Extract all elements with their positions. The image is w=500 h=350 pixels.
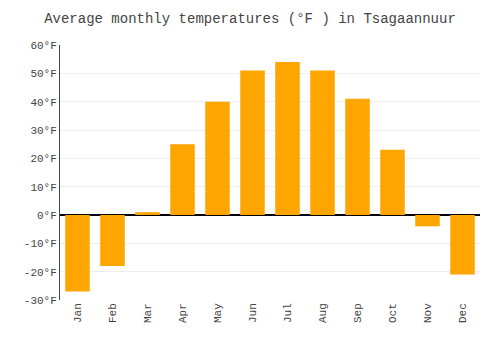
svg-text:40°F: 40°F bbox=[30, 97, 56, 109]
svg-text:May: May bbox=[212, 303, 224, 323]
svg-text:Dec: Dec bbox=[457, 303, 469, 323]
svg-text:-20°F: -20°F bbox=[24, 267, 57, 279]
svg-text:-10°F: -10°F bbox=[24, 238, 57, 250]
svg-text:Jan: Jan bbox=[72, 303, 84, 323]
svg-text:Feb: Feb bbox=[107, 303, 119, 323]
svg-text:Sep: Sep bbox=[352, 303, 364, 323]
svg-text:Aug: Aug bbox=[317, 303, 329, 323]
svg-text:60°F: 60°F bbox=[30, 40, 56, 52]
svg-text:0°F: 0°F bbox=[37, 210, 57, 222]
svg-text:50°F: 50°F bbox=[30, 68, 56, 80]
svg-text:Nov: Nov bbox=[422, 303, 434, 323]
svg-text:Jun: Jun bbox=[247, 303, 259, 323]
svg-text:Jul: Jul bbox=[282, 303, 294, 323]
svg-text:Average monthly temperatures (: Average monthly temperatures (°F ) in Ts… bbox=[44, 11, 456, 27]
svg-text:Oct: Oct bbox=[387, 303, 399, 323]
svg-text:10°F: 10°F bbox=[30, 182, 56, 194]
svg-text:-30°F: -30°F bbox=[24, 295, 57, 307]
svg-text:30°F: 30°F bbox=[30, 125, 56, 137]
svg-text:Apr: Apr bbox=[177, 303, 189, 323]
svg-text:Mar: Mar bbox=[142, 303, 154, 323]
svg-text:20°F: 20°F bbox=[30, 153, 56, 165]
